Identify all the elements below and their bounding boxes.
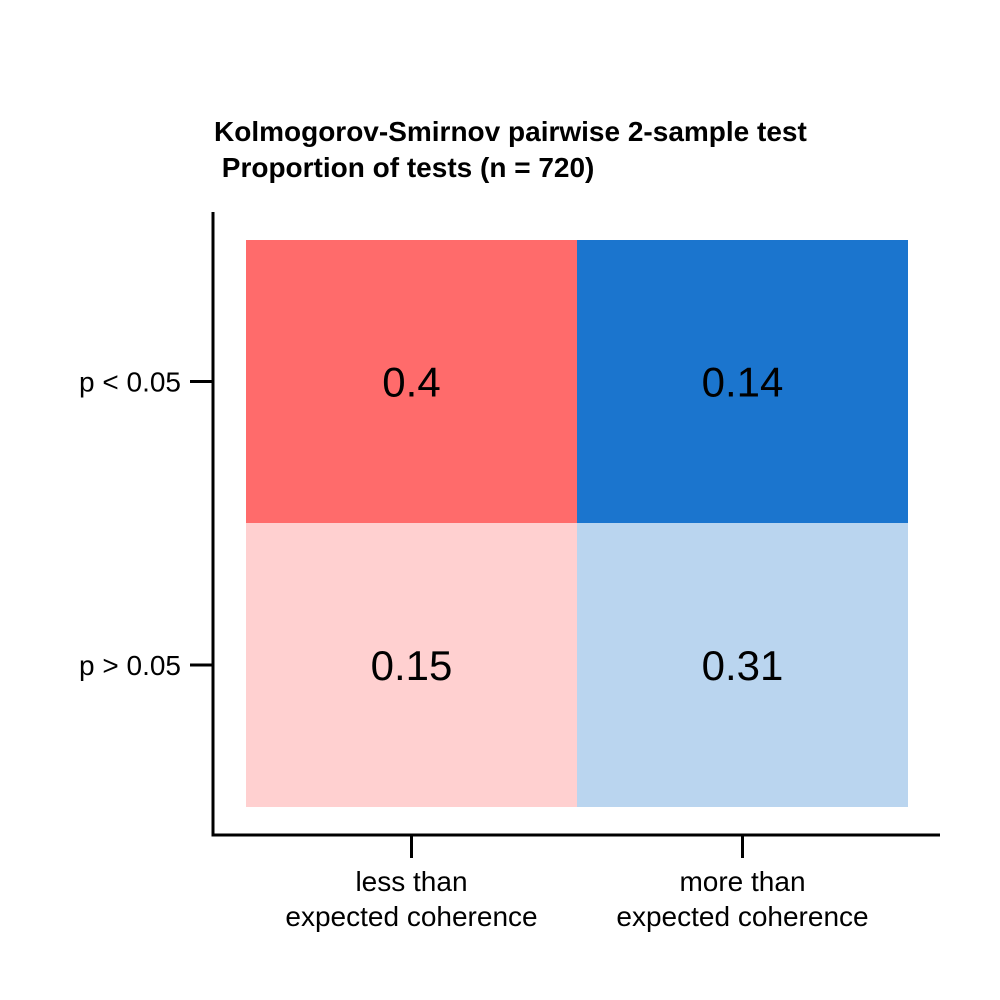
- cell-value-label: 0.4: [382, 359, 440, 406]
- heatmap-cell: [246, 240, 577, 523]
- heatmap-cell: [246, 523, 577, 807]
- heatmap-cell: [577, 240, 908, 523]
- cell-value-label: 0.14: [702, 359, 784, 406]
- chart-subtitle: Proportion of tests (n = 720): [214, 152, 594, 183]
- chart-title: Kolmogorov-Smirnov pairwise 2-sample tes…: [214, 116, 807, 147]
- x-tick-label: less than: [355, 866, 467, 897]
- y-tick-label: p > 0.05: [79, 650, 181, 681]
- x-tick-label: expected coherence: [616, 901, 868, 932]
- x-tick-label: expected coherence: [285, 901, 537, 932]
- heatmap-cell: [577, 523, 908, 807]
- y-tick-label: p < 0.05: [79, 367, 181, 398]
- axes: p < 0.05 p > 0.05 less than expected cohere…: [79, 212, 940, 932]
- cell-value-label: 0.31: [702, 642, 784, 689]
- heatmap-cells: 0.4 0.14 0.15 0.31: [246, 240, 908, 807]
- x-tick-label: more than: [679, 866, 805, 897]
- cell-value-label: 0.15: [371, 642, 453, 689]
